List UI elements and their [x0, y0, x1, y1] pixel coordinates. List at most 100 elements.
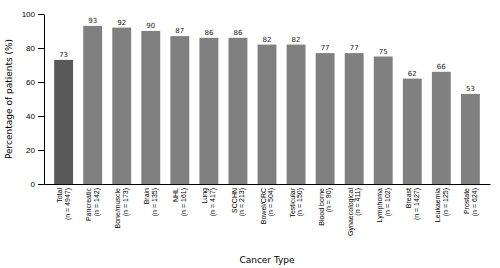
y-tick: 0 — [31, 180, 44, 189]
bar — [258, 45, 277, 184]
y-tick: 60 — [26, 78, 44, 87]
bar — [287, 45, 306, 184]
x-tick-label: Pancreatic(n = 142) — [85, 188, 101, 222]
y-tick-mark — [38, 116, 44, 117]
data-label: 66 — [437, 63, 446, 71]
data-label: 77 — [321, 44, 330, 52]
y-tick: 80 — [26, 44, 44, 53]
y-tick-label: 40 — [26, 112, 35, 121]
x-tick: Bowel/CRC(n = 504) — [260, 188, 276, 224]
x-tick-label-line: (n = 4947) — [64, 188, 72, 220]
y-tick: 100 — [22, 10, 44, 19]
x-tick-label-line: (n = 417) — [209, 188, 217, 216]
x-tick: Breast(n = 1427) — [405, 188, 421, 220]
y-tick-mark — [38, 82, 44, 83]
data-label: 90 — [146, 22, 155, 30]
y-tick-label: 60 — [26, 78, 35, 87]
y-tick-label: 20 — [26, 146, 35, 155]
x-axis: Total(n = 4947) Pancreatic(n = 142) Bone/m… — [45, 185, 491, 236]
x-tick-label: Lung(n = 417) — [201, 188, 217, 216]
data-labels: 739392908786868282777775626653 — [59, 17, 475, 93]
x-tick: Pancreatic(n = 142) — [85, 188, 101, 222]
bar — [112, 28, 131, 184]
x-tick-label-line: Brain — [143, 188, 150, 204]
x-tick-label-line: (n = 161) — [180, 188, 188, 216]
data-label: 87 — [175, 27, 184, 35]
x-tick: Leukaemia(n = 125) — [434, 188, 450, 222]
x-tick-label-line: (n = 411) — [354, 188, 362, 216]
x-tick: Brain(n = 135) — [143, 188, 159, 216]
bar — [432, 72, 451, 184]
data-label: 86 — [204, 29, 213, 37]
y-tick-mark — [38, 150, 44, 151]
x-tick-label-line: (n = 142) — [93, 188, 101, 216]
x-tick: Prostate(n = 624) — [463, 188, 479, 216]
bar — [229, 38, 248, 184]
x-tick-label-line: (n = 624) — [471, 188, 479, 216]
x-tick: Testicular(n = 150) — [289, 187, 305, 217]
x-tick-label: NHL(n = 161) — [172, 188, 188, 216]
x-tick-label: Leukaemia(n = 125) — [434, 188, 450, 222]
x-tick: Lymphoma(n = 102) — [376, 188, 392, 222]
x-tick-label: Total(n = 4947) — [56, 188, 72, 221]
x-tick-label: Blood borne(n = 90) — [318, 188, 334, 226]
y-tick: 40 — [26, 112, 44, 121]
data-label: 73 — [59, 51, 68, 59]
x-axis-line — [45, 184, 491, 185]
x-tick: SCCHN(n = 213) — [231, 188, 247, 216]
x-tick-label: Bowel/CRC(n = 504) — [260, 188, 276, 224]
plot: 020406080100Total(n = 4947)Pancreatic(n … — [22, 10, 491, 236]
data-label: 75 — [379, 48, 388, 56]
y-tick-label: 80 — [26, 44, 35, 53]
bar — [54, 60, 73, 184]
x-tick-label-line: (n = 135) — [151, 188, 159, 216]
y-tick-mark — [38, 14, 44, 15]
x-tick: Gynaecological(n = 411) — [347, 188, 363, 236]
data-label: 62 — [408, 70, 417, 78]
y-tick: 20 — [26, 146, 44, 155]
x-tick-label: Testicular(n = 150) — [289, 187, 305, 217]
data-label: 77 — [350, 44, 359, 52]
y-tick-label: 100 — [22, 10, 36, 19]
bar — [461, 94, 480, 184]
x-tick-label: Breast(n = 1427) — [405, 188, 421, 220]
x-axis-title: Cancer Type — [239, 255, 295, 265]
bar — [141, 31, 160, 184]
bar — [403, 79, 422, 184]
x-tick-label-line: (n = 1427) — [413, 188, 421, 220]
x-tick-label: Prostate(n = 624) — [463, 188, 479, 216]
bar — [316, 53, 335, 184]
y-axis-line — [44, 15, 45, 185]
x-tick-label: Bone/muscle(n = 173) — [114, 188, 130, 229]
x-tick-label-line: (n = 504) — [267, 188, 275, 216]
data-label: 82 — [292, 36, 301, 44]
x-tick-label: Brain(n = 135) — [143, 188, 159, 216]
x-tick-label-line: (n = 102) — [384, 188, 392, 216]
chart-container: 020406080100Total(n = 4947)Pancreatic(n … — [0, 0, 500, 268]
x-tick-label-line: (n = 125) — [442, 188, 450, 216]
x-tick: Lung(n = 417) — [201, 188, 217, 216]
x-tick-label-line: NHL — [172, 188, 179, 202]
data-label: 82 — [263, 36, 272, 44]
x-tick-label-line: Prostate — [463, 188, 470, 214]
x-tick-label-line: Bone/muscle — [114, 188, 121, 229]
x-tick-label: SCCHN(n = 213) — [231, 188, 247, 216]
x-tick-label-line: Leukaemia — [434, 188, 441, 222]
y-tick-mark — [38, 48, 44, 49]
x-tick: Blood borne(n = 90) — [318, 188, 334, 226]
bar — [345, 53, 364, 184]
x-tick-label-line: Blood borne — [318, 188, 325, 226]
x-tick: Total(n = 4947) — [56, 188, 72, 221]
y-axis: 0 20 40 60 80 100 — [22, 10, 45, 189]
bar — [199, 38, 218, 184]
bar — [374, 57, 393, 185]
x-tick-label-line: Total — [56, 188, 63, 203]
x-tick-label-line: (n = 213) — [238, 188, 246, 216]
x-tick-label-line: Pancreatic — [85, 188, 92, 222]
y-axis-title: Percentage of patients (%) — [4, 39, 14, 159]
x-tick-label-line: Bowel/CRC — [260, 188, 267, 224]
y-tick-label: 0 — [31, 180, 36, 189]
x-tick-label-line: (n = 173) — [122, 188, 130, 216]
x-tick: Bone/muscle(n = 173) — [114, 188, 130, 229]
bars — [54, 26, 480, 184]
